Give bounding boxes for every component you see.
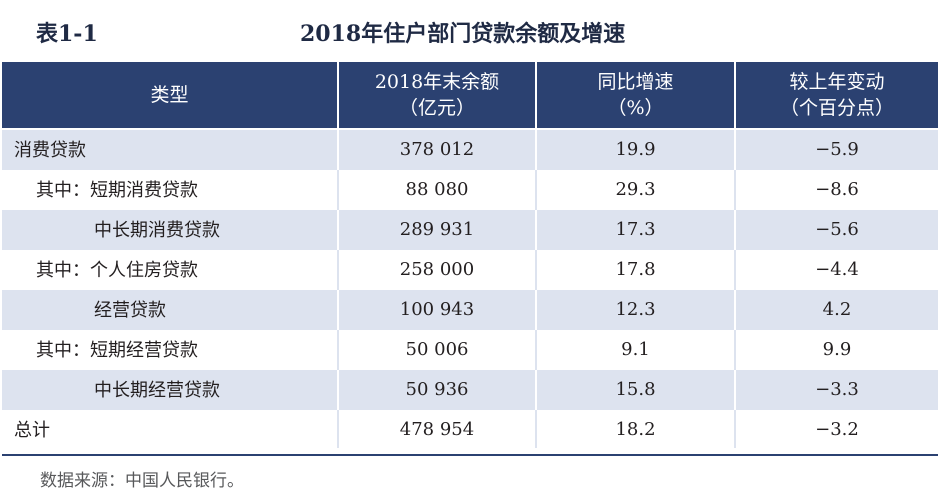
- header-balance-unit: （亿元）: [398, 97, 475, 119]
- header-type: 类型: [2, 62, 338, 129]
- table-row: 其中：短期经营贷款 50 006 9.1 9.9: [2, 328, 938, 369]
- table-row: 消费贷款 378 012 19.9 −5.9: [2, 128, 938, 169]
- table-bottom-rule: [2, 454, 938, 456]
- row-change: 9.9: [734, 328, 938, 369]
- row-balance: 378 012: [337, 128, 536, 169]
- row-balance: 100 943: [337, 288, 536, 329]
- row-balance: 258 000: [337, 248, 536, 289]
- table-header: 类型 2018年末余额 （亿元） 同比增速 （%） 较上年变动 （个百分点）: [2, 62, 938, 129]
- table-body: 消费贷款 378 012 19.9 −5.9 其中：短期消费贷款 88 080 …: [2, 128, 938, 448]
- row-growth: 17.8: [535, 248, 735, 289]
- header-change-label: 较上年变动: [789, 71, 885, 93]
- row-change: −5.9: [734, 128, 938, 169]
- row-growth: 19.9: [535, 128, 735, 169]
- row-change: −3.3: [734, 368, 938, 409]
- row-growth: 29.3: [535, 168, 735, 209]
- row-change: −4.4: [734, 248, 938, 289]
- loan-table: 类型 2018年末余额 （亿元） 同比增速 （%） 较上年变动 （个百分点） 消…: [2, 62, 938, 448]
- header-balance-label: 2018年末余额: [374, 71, 500, 93]
- row-balance: 289 931: [337, 208, 536, 249]
- header-growth-label: 同比增速: [597, 71, 674, 93]
- row-growth: 12.3: [535, 288, 735, 329]
- row-change: −8.6: [734, 168, 938, 209]
- header-growth-unit: （%）: [607, 97, 664, 119]
- table-row: 总计 478 954 18.2 −3.2: [2, 408, 938, 448]
- row-label: 经营贷款: [2, 288, 338, 329]
- row-balance: 50 936: [337, 368, 536, 409]
- header-change-unit: （个百分点）: [779, 97, 894, 119]
- row-change: −3.2: [734, 408, 938, 448]
- table-title: 2018年住户部门贷款余额及增速: [300, 21, 626, 47]
- table-row: 其中：短期消费贷款 88 080 29.3 −8.6: [2, 168, 938, 209]
- row-label: 中长期经营贷款: [2, 368, 338, 409]
- header-type-label: 类型: [150, 84, 189, 106]
- row-balance: 478 954: [337, 408, 536, 448]
- row-label: 消费贷款: [2, 128, 338, 169]
- row-label: 总计: [2, 408, 338, 448]
- row-growth: 17.3: [535, 208, 735, 249]
- row-growth: 15.8: [535, 368, 735, 409]
- row-label: 其中：短期消费贷款: [2, 168, 338, 209]
- header-growth: 同比增速 （%）: [535, 62, 735, 129]
- table-row: 中长期经营贷款 50 936 15.8 −3.3: [2, 368, 938, 409]
- table-row: 经营贷款 100 943 12.3 4.2: [2, 288, 938, 329]
- row-growth: 9.1: [535, 328, 735, 369]
- data-source-note: 数据来源：中国人民银行。: [40, 471, 244, 491]
- header-balance: 2018年末余额 （亿元）: [337, 62, 536, 129]
- table-row: 中长期消费贷款 289 931 17.3 −5.6: [2, 208, 938, 249]
- table-number: 表1-1: [36, 21, 98, 47]
- table-title-bar: 表1-1 2018年住户部门贷款余额及增速: [0, 0, 940, 62]
- row-label: 中长期消费贷款: [2, 208, 338, 249]
- row-change: −5.6: [734, 208, 938, 249]
- row-balance: 88 080: [337, 168, 536, 209]
- row-growth: 18.2: [535, 408, 735, 448]
- header-change: 较上年变动 （个百分点）: [734, 62, 938, 129]
- table-row: 其中：个人住房贷款 258 000 17.8 −4.4: [2, 248, 938, 289]
- row-change: 4.2: [734, 288, 938, 329]
- row-label: 其中：短期经营贷款: [2, 328, 338, 369]
- row-label: 其中：个人住房贷款: [2, 248, 338, 289]
- row-balance: 50 006: [337, 328, 536, 369]
